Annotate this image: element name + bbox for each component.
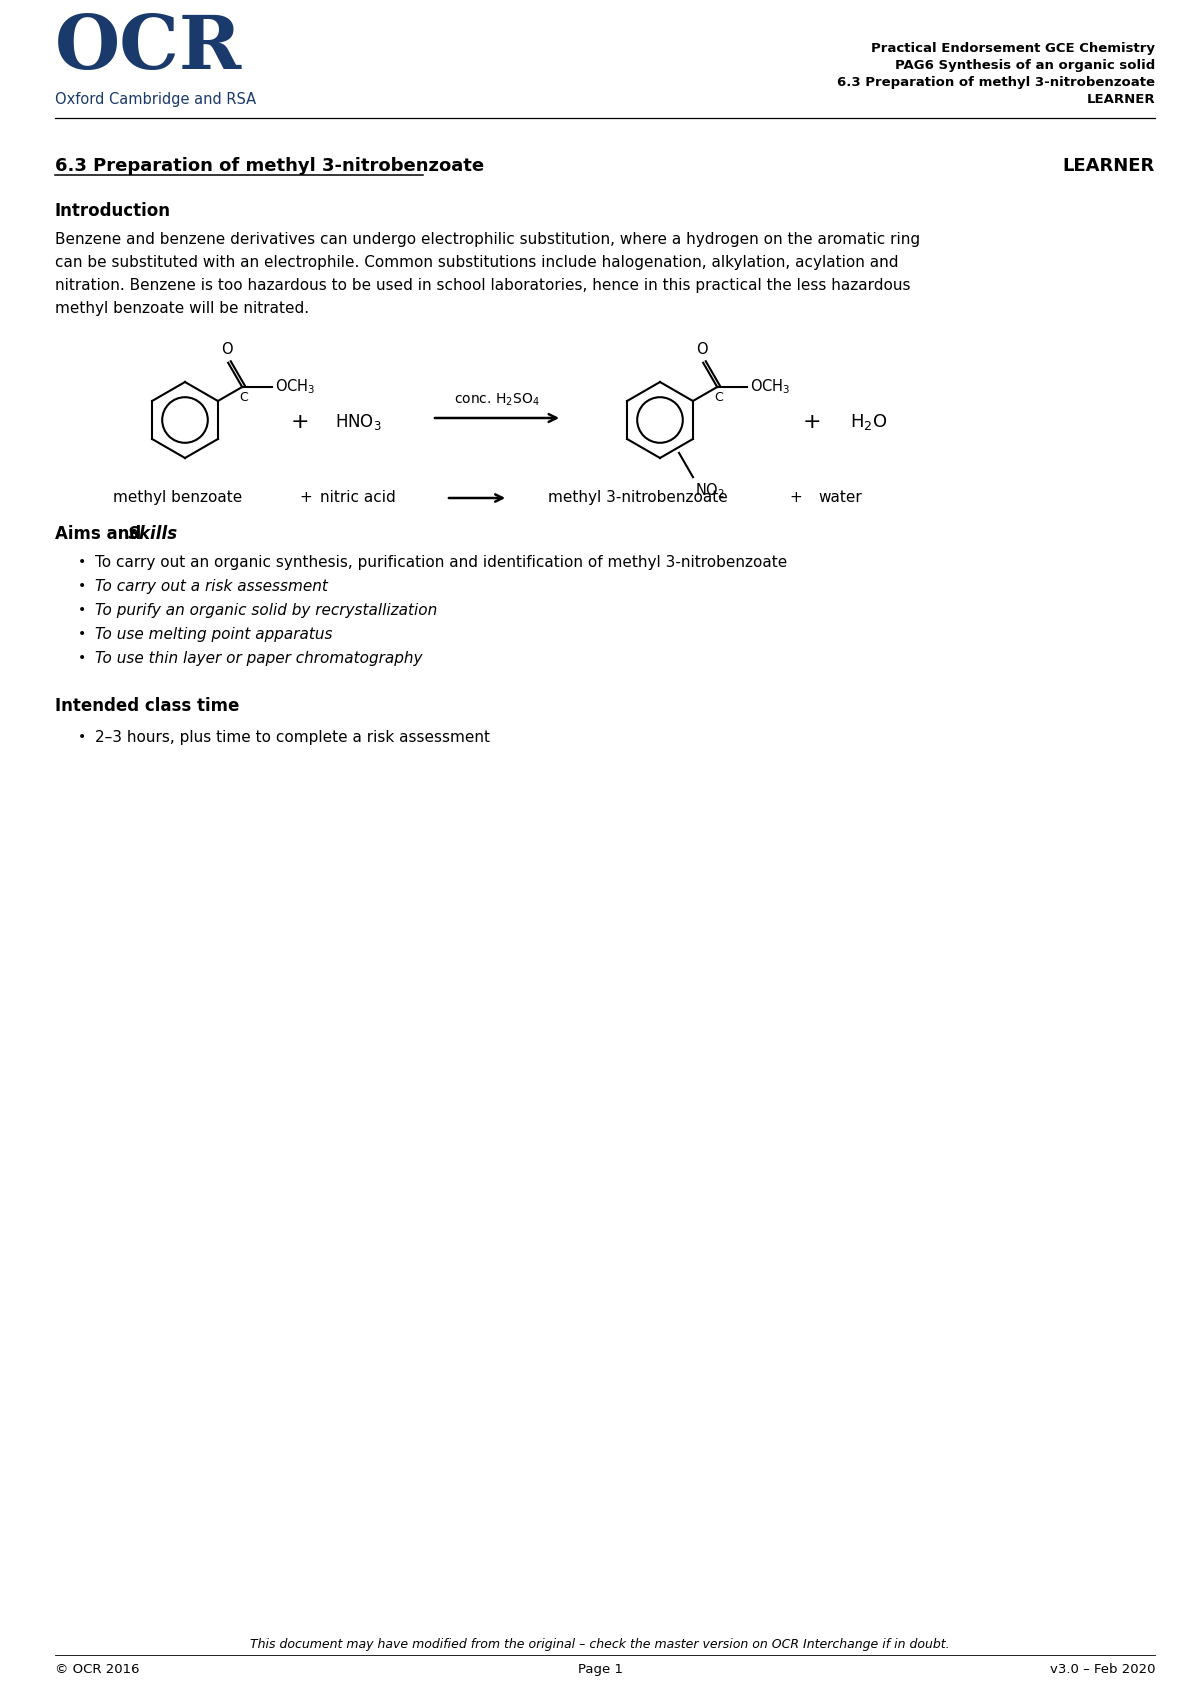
Text: © OCR 2016: © OCR 2016 bbox=[55, 1663, 139, 1677]
Text: conc. H$_2$SO$_4$: conc. H$_2$SO$_4$ bbox=[454, 392, 540, 409]
Text: 6.3 Preparation of methyl 3-nitrobenzoate: 6.3 Preparation of methyl 3-nitrobenzoat… bbox=[55, 158, 484, 175]
Text: HNO$_3$: HNO$_3$ bbox=[335, 412, 382, 433]
Text: +: + bbox=[790, 490, 803, 506]
Text: can be substituted with an electrophile. Common substitutions include halogenati: can be substituted with an electrophile.… bbox=[55, 255, 899, 270]
Text: Page 1: Page 1 bbox=[577, 1663, 623, 1677]
Text: methyl benzoate: methyl benzoate bbox=[113, 490, 242, 506]
Text: +: + bbox=[290, 412, 310, 433]
Text: Practical Endorsement GCE Chemistry: Practical Endorsement GCE Chemistry bbox=[871, 42, 1154, 54]
Text: •: • bbox=[78, 555, 86, 568]
Text: PAG6 Synthesis of an organic solid: PAG6 Synthesis of an organic solid bbox=[895, 59, 1154, 71]
Text: Oxford Cambridge and RSA: Oxford Cambridge and RSA bbox=[55, 92, 256, 107]
Text: To use melting point apparatus: To use melting point apparatus bbox=[95, 626, 332, 641]
Text: methyl 3-nitrobenzoate: methyl 3-nitrobenzoate bbox=[548, 490, 728, 506]
Text: OCR: OCR bbox=[55, 12, 242, 85]
Text: To use thin layer or paper chromatography: To use thin layer or paper chromatograph… bbox=[95, 652, 422, 665]
Text: O: O bbox=[696, 341, 708, 356]
Text: To purify an organic solid by recrystallization: To purify an organic solid by recrystall… bbox=[95, 602, 437, 618]
Text: •: • bbox=[78, 652, 86, 665]
Text: LEARNER: LEARNER bbox=[1063, 158, 1154, 175]
Text: C: C bbox=[714, 390, 722, 404]
Text: nitric acid: nitric acid bbox=[320, 490, 396, 506]
Text: To carry out an organic synthesis, purification and identification of methyl 3-n: To carry out an organic synthesis, purif… bbox=[95, 555, 787, 570]
Text: +: + bbox=[300, 490, 312, 506]
Text: methyl benzoate will be nitrated.: methyl benzoate will be nitrated. bbox=[55, 300, 310, 316]
Text: OCH$_3$: OCH$_3$ bbox=[275, 378, 316, 397]
Text: Benzene and benzene derivatives can undergo electrophilic substitution, where a : Benzene and benzene derivatives can unde… bbox=[55, 232, 920, 248]
Text: 2–3 hours, plus time to complete a risk assessment: 2–3 hours, plus time to complete a risk … bbox=[95, 730, 490, 745]
Text: •: • bbox=[78, 626, 86, 641]
Text: Intended class time: Intended class time bbox=[55, 697, 239, 714]
Text: •: • bbox=[78, 730, 86, 743]
Text: water: water bbox=[818, 490, 862, 506]
Text: O: O bbox=[221, 341, 233, 356]
Text: Aims and: Aims and bbox=[55, 524, 148, 543]
Text: OCH$_3$: OCH$_3$ bbox=[750, 378, 791, 397]
Text: To carry out a risk assessment: To carry out a risk assessment bbox=[95, 579, 328, 594]
Text: 6.3 Preparation of methyl 3-nitrobenzoate: 6.3 Preparation of methyl 3-nitrobenzoat… bbox=[838, 76, 1154, 88]
Text: nitration. Benzene is too hazardous to be used in school laboratories, hence in : nitration. Benzene is too hazardous to b… bbox=[55, 278, 911, 294]
Text: +: + bbox=[803, 412, 821, 433]
Text: H$_2$O: H$_2$O bbox=[850, 412, 887, 433]
Text: •: • bbox=[78, 602, 86, 618]
Text: v3.0 – Feb 2020: v3.0 – Feb 2020 bbox=[1050, 1663, 1154, 1677]
Text: This document may have modified from the original – check the master version on : This document may have modified from the… bbox=[250, 1638, 950, 1651]
Text: Skills: Skills bbox=[128, 524, 178, 543]
Text: NO$_2$: NO$_2$ bbox=[695, 482, 725, 501]
Text: Introduction: Introduction bbox=[55, 202, 172, 221]
Text: LEARNER: LEARNER bbox=[1086, 93, 1154, 105]
Text: C: C bbox=[239, 390, 247, 404]
Text: •: • bbox=[78, 579, 86, 592]
